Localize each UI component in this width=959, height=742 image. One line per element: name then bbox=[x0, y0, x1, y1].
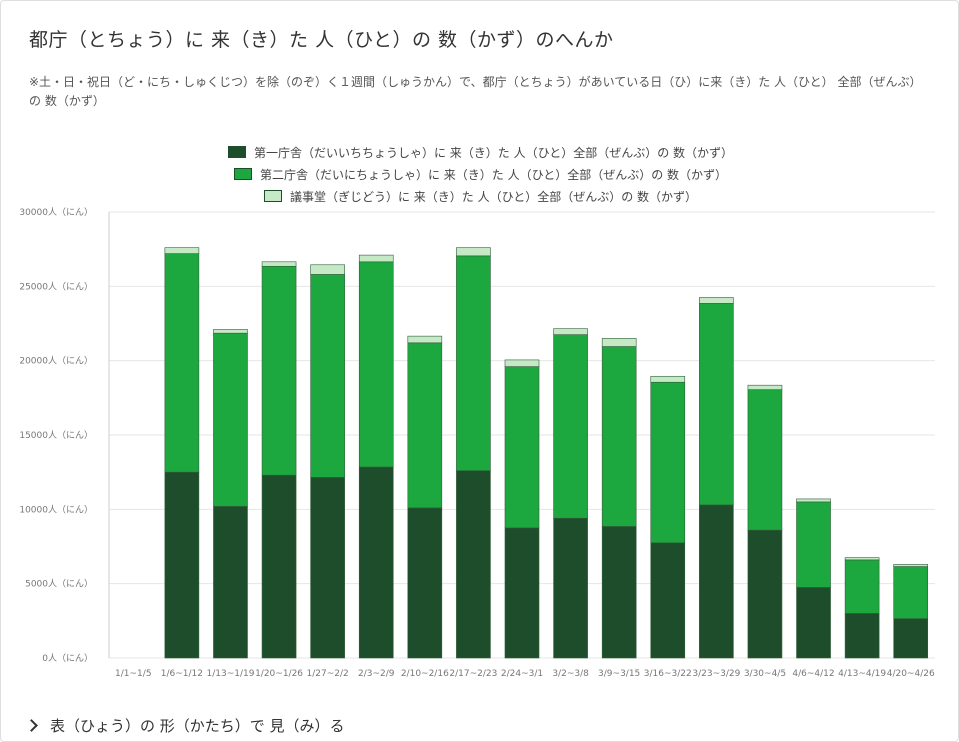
bar-segment-series2[interactable] bbox=[601, 346, 637, 527]
x-tick-label: 3/2~3/8 bbox=[552, 669, 589, 679]
bar-segment-series2[interactable] bbox=[310, 274, 345, 478]
bar-segment-series1[interactable] bbox=[601, 526, 637, 659]
legend-item[interactable]: 第一庁舎（だいいちちょうしゃ）に 来（き）た 人（ひと）全部（ぜんぶ）の 数（か… bbox=[1, 141, 959, 163]
bar-segment-series3[interactable] bbox=[358, 254, 394, 263]
bar-segment-series2[interactable] bbox=[893, 566, 929, 619]
bar-segment-series1[interactable] bbox=[553, 517, 588, 659]
bar-segment-series3[interactable] bbox=[796, 498, 831, 503]
bar-segment-series2[interactable] bbox=[747, 389, 783, 531]
x-tick-label: 3/23~3/29 bbox=[692, 669, 740, 679]
bar-segment-series2[interactable] bbox=[796, 501, 831, 588]
legend-item[interactable]: 第二庁舎（だいにちょうしゃ）に 来（き）た 人（ひと）全部（ぜんぶ）の 数（かず… bbox=[1, 163, 959, 185]
bar-segment-series3[interactable] bbox=[844, 557, 880, 561]
chart-description: ※土・日・祝日（ど・にち・しゅくじつ）を除（のぞ）く１週間（しゅうかん）で、都庁… bbox=[29, 75, 922, 108]
bar-segment-series3[interactable] bbox=[650, 375, 686, 383]
bar-segment-series3[interactable] bbox=[310, 264, 345, 275]
x-tick-label: 1/20~1/26 bbox=[255, 669, 303, 679]
legend-swatch-series2 bbox=[233, 168, 252, 180]
x-tick-label: 2/3~2/9 bbox=[358, 669, 395, 679]
x-tick-label: 2/24~3/1 bbox=[501, 669, 543, 679]
legend-label: 議事堂（ぎじどう）に 来（き）た 人（ひと）全部（ぜんぶ）の 数（かず） bbox=[289, 189, 698, 204]
y-tick-label: 25000人（にん） bbox=[19, 281, 93, 292]
x-tick-label: 1/13~1/19 bbox=[206, 669, 254, 679]
bar-segment-series3[interactable] bbox=[164, 247, 200, 254]
bar-segment-series1[interactable] bbox=[699, 504, 734, 659]
bar-segment-series1[interactable] bbox=[650, 542, 686, 659]
legend-label: 第二庁舎（だいにちょうしゃ）に 来（き）た 人（ひと）全部（ぜんぶ）の 数（かず… bbox=[259, 167, 728, 182]
x-tick-label: 1/27~2/2 bbox=[307, 669, 349, 679]
stacked-bar-chart: 0人（にん） 5000人（にん） 10000人（にん） 15000人（にん） 20000… bbox=[19, 207, 935, 679]
bar-segment-series2[interactable] bbox=[504, 366, 540, 529]
legend-swatch-series3 bbox=[263, 190, 282, 202]
bar-segment-series2[interactable] bbox=[164, 253, 200, 473]
bar-segment-series3[interactable] bbox=[893, 564, 929, 567]
bar-segment-series2[interactable] bbox=[213, 332, 248, 507]
x-tick-label: 4/13~4/19 bbox=[838, 669, 886, 679]
bar-segment-series2[interactable] bbox=[407, 342, 443, 509]
x-tick-label: 3/30~4/5 bbox=[744, 669, 786, 679]
bar-segment-series2[interactable] bbox=[358, 261, 394, 468]
bar-segment-series2[interactable] bbox=[261, 265, 297, 476]
legend-swatch-series1 bbox=[227, 146, 246, 158]
table-view-toggle[interactable]: 表（ひょう）の 形（かたち）で 見（み）る bbox=[25, 715, 345, 736]
bar-segment-series3[interactable] bbox=[747, 384, 783, 390]
bar-segment-series1[interactable] bbox=[213, 506, 248, 659]
bar-segment-series1[interactable] bbox=[893, 618, 929, 659]
x-tick-label: 4/6~4/12 bbox=[792, 669, 834, 679]
bar-segment-series1[interactable] bbox=[310, 477, 345, 659]
y-tick-label: 30000人（にん） bbox=[19, 207, 93, 218]
bar-segment-series3[interactable] bbox=[261, 261, 297, 267]
bar-segment-series3[interactable] bbox=[456, 247, 491, 257]
bar-segment-series1[interactable] bbox=[456, 470, 491, 659]
y-tick-label: 10000人（にん） bbox=[19, 504, 93, 515]
bar-segment-series2[interactable] bbox=[553, 334, 588, 519]
bar-segment-series3[interactable] bbox=[407, 335, 443, 344]
bar-segment-series2[interactable] bbox=[844, 559, 880, 614]
legend-label: 第一庁舎（だいいちちょうしゃ）に 来（き）た 人（ひと）全部（ぜんぶ）の 数（か… bbox=[253, 145, 734, 160]
x-tick-label: 1/6~1/12 bbox=[161, 669, 203, 679]
y-tick-label: 15000人（にん） bbox=[19, 430, 93, 441]
bar-segment-series1[interactable] bbox=[407, 507, 443, 659]
y-tick-label: 0人（にん） bbox=[42, 653, 93, 664]
bar-segment-series1[interactable] bbox=[261, 474, 297, 659]
bar-segment-series1[interactable] bbox=[504, 527, 540, 659]
bar-segment-series1[interactable] bbox=[747, 529, 783, 659]
bar-segment-series1[interactable] bbox=[844, 613, 880, 659]
bar-segment-series3[interactable] bbox=[699, 297, 734, 304]
chart-title: 都庁（とちょう）に 来（き）た 人（ひと）の 数（かず）のへんか bbox=[29, 29, 614, 51]
bar-segment-series1[interactable] bbox=[358, 466, 394, 659]
legend-item[interactable]: 議事堂（ぎじどう）に 来（き）た 人（ひと）全部（ぜんぶ）の 数（かず） bbox=[1, 185, 959, 207]
bar-segment-series3[interactable] bbox=[601, 338, 637, 347]
y-tick-label: 5000人（にん） bbox=[25, 579, 93, 590]
x-tick-label: 3/9~3/15 bbox=[598, 669, 640, 679]
x-tick-label: 1/1~1/5 bbox=[115, 669, 152, 679]
y-tick-label: 20000人（にん） bbox=[19, 356, 93, 367]
x-tick-label: 2/17~2/23 bbox=[449, 669, 497, 679]
x-tick-label: 2/10~2/16 bbox=[401, 669, 449, 679]
legend: 第一庁舎（だいいちちょうしゃ）に 来（き）た 人（ひと）全部（ぜんぶ）の 数（か… bbox=[1, 141, 959, 207]
bar-segment-series2[interactable] bbox=[699, 303, 734, 506]
table-view-toggle-label: 表（ひょう）の 形（かたち）で 見（み）る bbox=[50, 717, 345, 735]
x-tick-label: 3/16~3/22 bbox=[644, 669, 692, 679]
bar-segment-series2[interactable] bbox=[456, 255, 491, 471]
bar-segment-series1[interactable] bbox=[796, 587, 831, 659]
bar-segment-series3[interactable] bbox=[553, 328, 588, 335]
bar-segment-series1[interactable] bbox=[164, 471, 200, 659]
x-tick-label: 4/20~4/26 bbox=[887, 669, 935, 679]
bar-segment-series3[interactable] bbox=[213, 329, 248, 334]
bar-segment-series3[interactable] bbox=[504, 359, 540, 367]
bar-segment-series2[interactable] bbox=[650, 381, 686, 544]
